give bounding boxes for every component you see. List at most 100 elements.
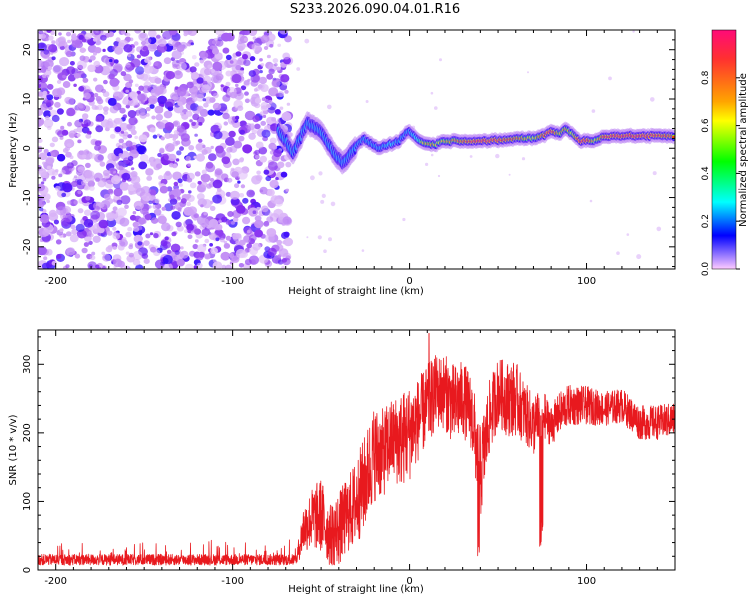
noise-blob [175, 70, 181, 76]
noise-blob [219, 237, 225, 243]
noise-blob [134, 104, 139, 108]
noise-blob [59, 228, 64, 233]
noise-blob [238, 263, 244, 268]
trace-peak [672, 135, 675, 139]
noise-blob [105, 65, 113, 72]
noise-blob [134, 30, 142, 34]
noise-blob [285, 188, 290, 192]
noise-blob [95, 96, 102, 102]
noise-blob [274, 63, 278, 67]
noise-blob [76, 133, 81, 138]
noise-blob [38, 138, 43, 144]
noise-blob [117, 260, 125, 268]
spectrogram-marks [38, 30, 675, 269]
noise-blob [66, 247, 76, 256]
noise-blob [109, 105, 119, 114]
noise-blob [51, 114, 60, 123]
noise-blob [88, 230, 93, 234]
noise-blob [235, 240, 240, 245]
noise-speck [306, 236, 309, 239]
noise-blob [274, 109, 281, 115]
snr-x-ticks: -200 -100 0 100 [44, 330, 676, 587]
noise-blob [157, 95, 168, 105]
noise-blob [154, 198, 160, 204]
noise-blob [102, 169, 110, 176]
noise-blob [163, 57, 172, 65]
noise-blob [119, 241, 126, 247]
noise-blob [229, 145, 238, 153]
y-tick-label: -10 [22, 189, 33, 205]
noise-blob [267, 161, 279, 171]
noise-blob [145, 107, 151, 112]
noise-blob [38, 83, 42, 89]
noise-blob [221, 264, 227, 269]
noise-blob [88, 240, 93, 245]
colorbar-tick-label: 0.8 [701, 70, 711, 85]
noise-speck [327, 104, 332, 110]
noise-blob [120, 71, 127, 77]
noise-blob [140, 40, 146, 46]
noise-blob [102, 48, 106, 53]
noise-blob [68, 130, 77, 138]
noise-blob [252, 115, 260, 123]
noise-blob [175, 140, 181, 145]
noise-blob [123, 44, 133, 53]
noise-blob [266, 73, 274, 80]
noise-blob [208, 218, 219, 228]
noise-blob [261, 129, 271, 138]
noise-blob [242, 144, 253, 154]
noise-blob [229, 190, 240, 200]
noise-blob [76, 102, 86, 111]
noise-blob [45, 74, 50, 78]
noise-speck [656, 226, 662, 232]
noise-blob [85, 133, 92, 139]
noise-blob [176, 259, 185, 267]
noise-blob [286, 102, 291, 106]
noise-blob [51, 56, 56, 61]
noise-blob [118, 153, 123, 158]
noise-blob [83, 92, 91, 100]
noise-speck [330, 201, 336, 207]
noise-blob [94, 140, 102, 147]
noise-blob [187, 163, 192, 167]
noise-blob [146, 175, 153, 181]
noise-blob [218, 125, 222, 129]
noise-blob [153, 233, 159, 239]
noise-blob [127, 110, 137, 118]
noise-blob [102, 106, 109, 112]
noise-blob [210, 247, 219, 255]
noise-blob [280, 171, 288, 178]
noise-blob [38, 30, 44, 35]
noise-blob [240, 184, 246, 189]
noise-speck [425, 162, 429, 166]
noise-blob [70, 224, 76, 230]
noise-blob [183, 32, 188, 37]
noise-blob [154, 86, 164, 96]
noise-blob [65, 50, 73, 58]
noise-blob [223, 240, 228, 244]
noise-blob [108, 59, 113, 63]
noise-blob [179, 250, 189, 259]
noise-blob [45, 38, 49, 42]
noise-blob [185, 110, 193, 117]
noise-blob [143, 65, 153, 74]
noise-blob [197, 138, 203, 143]
noise-blob [55, 239, 62, 245]
noise-blob [48, 209, 57, 217]
noise-blob [57, 130, 65, 138]
noise-blob [239, 129, 246, 135]
noise-blob [238, 135, 245, 142]
noise-blob [61, 192, 67, 198]
x-tick-label: -200 [44, 576, 67, 587]
noise-blob [71, 39, 81, 48]
noise-blob [88, 233, 92, 237]
snr-panel: -200 -100 0 100 0 100 200 300 Height of straig… [8, 329, 676, 595]
noise-blob [130, 58, 141, 68]
noise-blob [256, 206, 261, 211]
noise-blob [281, 265, 285, 269]
noise-blob [38, 42, 47, 52]
noise-blob [104, 179, 114, 189]
noise-blob [112, 232, 121, 240]
noise-blob [94, 47, 102, 54]
noise-speck [402, 217, 406, 222]
